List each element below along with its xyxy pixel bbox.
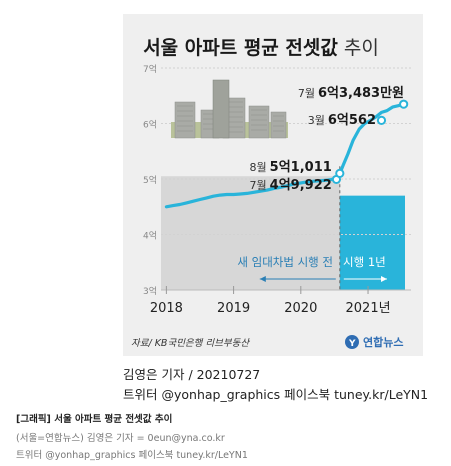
- apartment-building: [248, 105, 270, 139]
- source-label: 자료/ KB국민은행 리브부동산: [131, 338, 250, 349]
- annotation-month: 3월: [308, 114, 325, 127]
- annotation-month: 7월: [250, 179, 267, 192]
- social-caption: 트위터 @yonhap_graphics 페이스북 tuney.kr/LeYN1: [123, 387, 429, 402]
- annotation-month: 8월: [250, 161, 267, 174]
- apartment-tower: [212, 79, 230, 139]
- value-annotation: 7월 6억3,483만원: [298, 85, 404, 101]
- period-after-label: 시행 1년: [343, 255, 386, 269]
- chart-title: 서울 아파트 평균 전셋값 추이: [143, 37, 379, 59]
- annotation-value: 4억9,922: [270, 178, 332, 193]
- yonhap-logo: Y 연합뉴스: [345, 335, 403, 349]
- chart-graphic: 3억 4억 5억 6억 7억 2018 2019 2020 2021년 7월 4억9,922 8월…: [123, 14, 423, 356]
- svg-text:Y: Y: [348, 339, 356, 349]
- period-before-region: [161, 176, 340, 290]
- x-tick-label: 2021년: [346, 301, 391, 316]
- y-tick-label: 5억: [143, 174, 157, 186]
- value-annotation: 3월 6억562: [308, 113, 376, 128]
- annotation-value: 5억1,011: [270, 160, 332, 175]
- annotation-value: 6억562: [328, 113, 376, 128]
- arrow-head-left: [259, 276, 266, 282]
- data-marker: [399, 99, 409, 109]
- reporter-caption: 김영은 기자 / 20210727: [123, 367, 261, 382]
- period-before-label: 새 임대차법 시행 전: [237, 255, 333, 269]
- annotation-value: 6억3,483만원: [318, 85, 404, 101]
- annotation-month: 7월: [298, 87, 315, 100]
- y-tick-label: 6억: [143, 119, 157, 131]
- period-after-region: [339, 195, 405, 290]
- data-marker: [376, 115, 387, 125]
- logo-icon: [345, 335, 359, 349]
- value-annotation: 8월 5억1,011: [250, 160, 332, 175]
- heading-caption: [그래픽] 서울 아파트 평균 전셋값 추이: [16, 414, 173, 425]
- social-small-caption: 트위터 @yonhap_graphics 페이스북 tuney.kr/LeYN1: [16, 450, 248, 461]
- y-tick-label: 3억: [143, 285, 157, 297]
- svg-text:연합뉴스: 연합뉴스: [363, 335, 403, 349]
- value-annotation: 7월 4억9,922: [250, 178, 332, 193]
- arrow-head-right: [381, 276, 387, 282]
- apartment-building: [174, 101, 196, 139]
- x-tick-label: 2018: [150, 301, 183, 316]
- credit-caption: (서울=연합뉴스) 김영은 기자 = 0eun@yna.co.kr: [16, 433, 225, 444]
- series-line: [164, 102, 406, 209]
- y-tick-label: 4억: [143, 230, 157, 242]
- x-tick-label: 2020: [284, 301, 317, 316]
- y-tick-label: 7억: [143, 63, 157, 75]
- x-tick-label: 2019: [217, 301, 250, 316]
- apartment-building: [270, 111, 287, 139]
- data-marker: [335, 168, 345, 178]
